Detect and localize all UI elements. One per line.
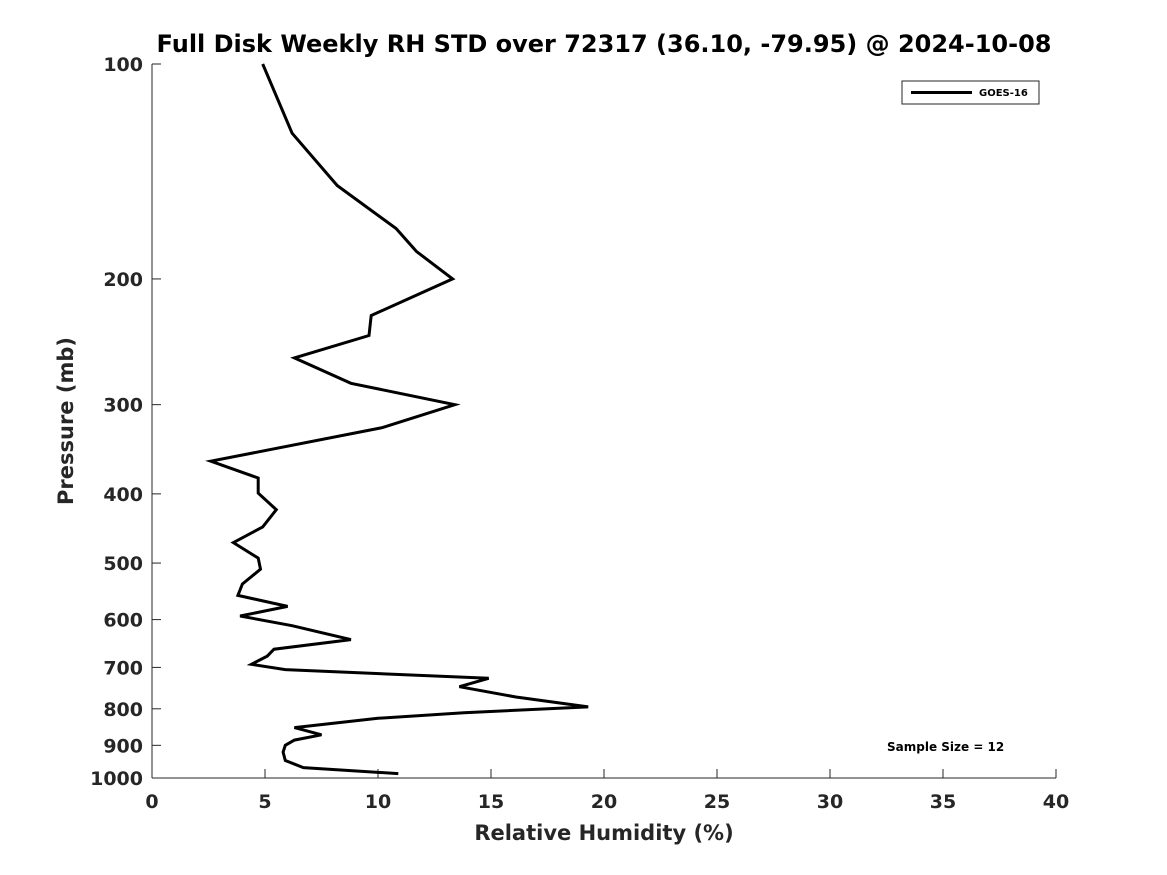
y-tick-label: 1000 [90, 768, 143, 790]
x-tick-label: 10 [365, 791, 391, 813]
x-axis-label: Relative Humidity (%) [474, 821, 733, 845]
x-tick-label: 25 [704, 791, 730, 813]
y-tick-label: 800 [103, 699, 143, 721]
x-tick-label: 30 [817, 791, 843, 813]
x-tick-label: 35 [930, 791, 956, 813]
x-tick-label: 15 [478, 791, 504, 813]
y-tick-label: 400 [103, 484, 143, 506]
chart-title: Full Disk Weekly RH STD over 72317 (36.1… [157, 30, 1052, 58]
y-tick-label: 100 [103, 54, 143, 76]
legend-entry-goes-16: GOES-16 [979, 88, 1028, 99]
y-axis-label: Pressure (mb) [54, 337, 78, 505]
x-tick-label: 40 [1043, 791, 1069, 813]
y-tick-label: 900 [103, 735, 143, 757]
x-tick-label: 5 [258, 791, 271, 813]
x-tick-label: 0 [145, 791, 158, 813]
x-axis-ticks: 0 5 10 15 20 25 30 35 40 [145, 769, 1069, 813]
x-tick-label: 20 [591, 791, 617, 813]
y-tick-label: 600 [103, 610, 143, 632]
y-tick-label: 500 [103, 553, 143, 575]
y-tick-label: 300 [103, 395, 143, 417]
legend: GOES-16 [901, 80, 1040, 105]
series-layer [205, 63, 589, 776]
y-tick-label: 700 [103, 657, 143, 679]
y-tick-label: 200 [103, 269, 143, 291]
series-line-goes-16 [205, 63, 589, 776]
sample-size-annotation: Sample Size = 12 [887, 740, 1004, 754]
y-axis-ticks: 100 200 300 400 500 600 700 800 900 1000 [90, 54, 161, 790]
